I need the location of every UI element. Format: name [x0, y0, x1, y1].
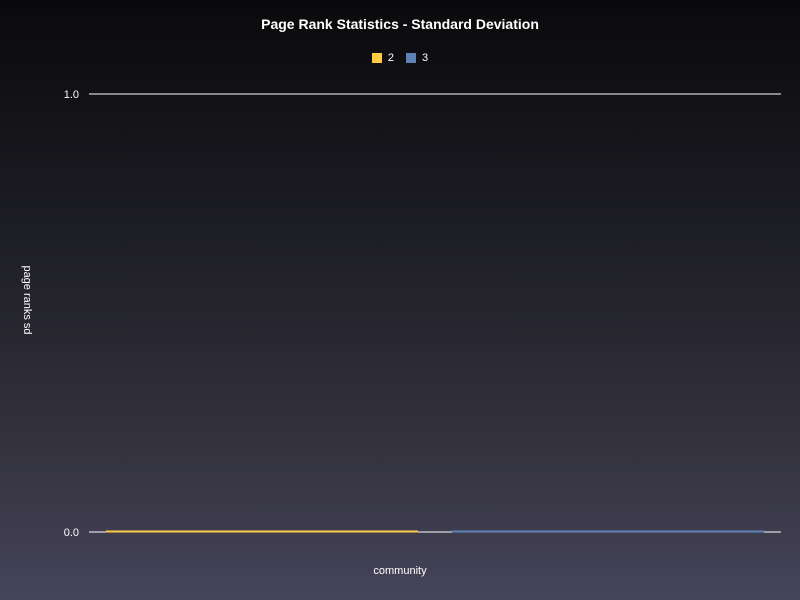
legend-item-series-3: 3: [406, 52, 428, 64]
legend: 2 3: [0, 52, 800, 64]
legend-swatch-series-3: [406, 53, 416, 63]
gridlines: [89, 93, 781, 533]
legend-label-series-3: 3: [422, 52, 429, 64]
x-axis-label: community: [373, 565, 427, 577]
bars: [106, 530, 764, 533]
bar-series-2: [106, 530, 418, 533]
bar-series-3: [452, 530, 764, 533]
y-tick-labels: 0.0 1.0: [64, 89, 79, 539]
y-tick-label-1: 1.0: [64, 89, 79, 101]
legend-swatch-series-2: [371, 53, 382, 63]
y-tick-label-0: 0.0: [64, 527, 79, 539]
chart-title: Page Rank Statistics - Standard Deviatio…: [261, 16, 539, 32]
legend-label-series-2: 2: [387, 52, 394, 64]
legend-item-series-2: 2: [371, 52, 394, 64]
